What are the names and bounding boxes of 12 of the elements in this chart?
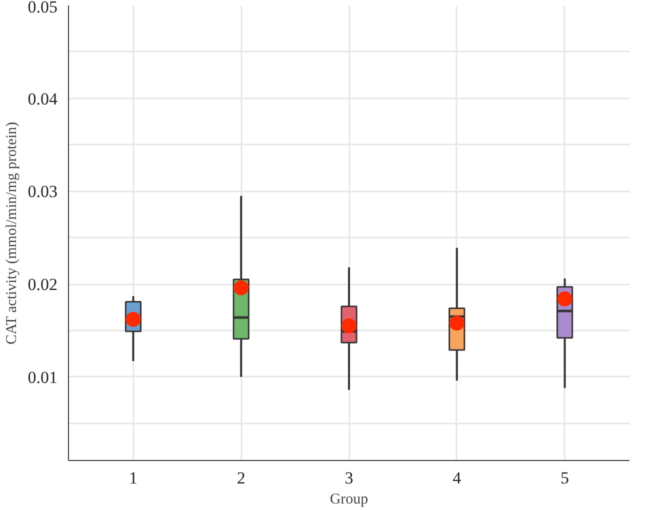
y-tick-label: 0.03	[28, 182, 58, 202]
y-tick-label: 0.05	[28, 0, 58, 16]
y-tick-label: 0.01	[28, 368, 58, 387]
x-axis-title: Group	[330, 492, 368, 508]
y-tick-label: 0.02	[28, 275, 58, 294]
x-tick-label: 2	[236, 468, 246, 488]
x-tick-label: 3	[344, 468, 354, 488]
y-axis-title: CAT activity (mmol/min/mg protein)	[4, 122, 20, 344]
x-tick-label: 5	[560, 468, 570, 488]
y-tick-label: 0.04	[28, 89, 58, 108]
x-tick-label: 1	[128, 468, 138, 488]
x-tick-label: 4	[452, 468, 462, 488]
